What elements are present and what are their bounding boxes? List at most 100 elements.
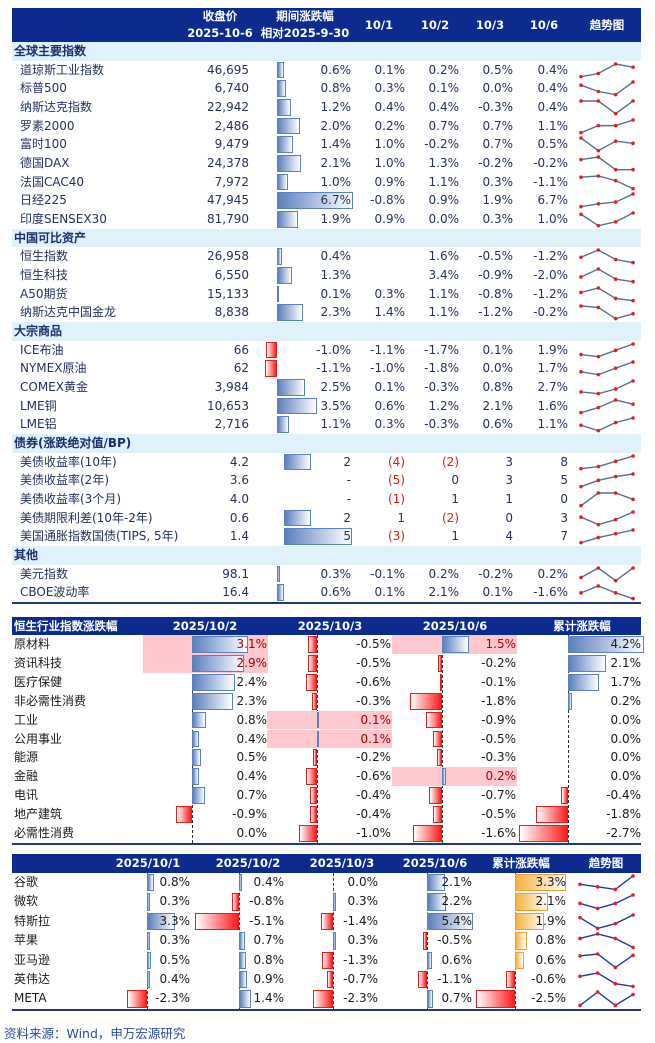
daily-change: -0.1% bbox=[370, 566, 405, 581]
daily-change: 0.6% bbox=[482, 417, 514, 432]
sparkline-point bbox=[613, 902, 618, 906]
sparkline-line bbox=[579, 875, 634, 891]
sparkline-line bbox=[580, 529, 634, 544]
change-bar bbox=[239, 951, 246, 969]
daily-change: 1.2% bbox=[428, 398, 460, 413]
sector-change: -0.2% bbox=[356, 750, 391, 765]
table1-bottom-rule bbox=[12, 602, 641, 604]
daily-change: 3.4% bbox=[428, 268, 460, 283]
daily-change: 1 bbox=[397, 510, 405, 525]
daily-change: 0.1% bbox=[374, 380, 406, 395]
section-title: 中国可比资产 bbox=[14, 230, 87, 245]
sparkline-line bbox=[580, 473, 634, 488]
change-bar bbox=[440, 673, 443, 691]
change-bar bbox=[321, 951, 333, 969]
period-change: 1.0% bbox=[320, 174, 352, 189]
sparkline-point bbox=[579, 157, 583, 162]
sparkline-line bbox=[580, 81, 634, 96]
trend-sparkline bbox=[579, 565, 635, 583]
row-name: 标普500 bbox=[20, 81, 67, 96]
stock-change: 0.8% bbox=[159, 875, 191, 889]
sparkline-point bbox=[631, 453, 635, 458]
sparkline-point bbox=[613, 578, 618, 583]
trend-sparkline bbox=[578, 874, 635, 892]
daily-change: (1) bbox=[388, 492, 405, 507]
stock-change: 1.9% bbox=[535, 913, 567, 928]
change-bar bbox=[192, 787, 205, 805]
daily-change: 1.3% bbox=[428, 156, 460, 171]
row-name: LME铝 bbox=[20, 417, 57, 432]
daily-change: 0.5% bbox=[482, 62, 514, 77]
period-change: 0.6% bbox=[320, 585, 352, 600]
daily-change: 1.6% bbox=[537, 398, 569, 413]
sparkline-point bbox=[579, 99, 583, 103]
change-bar bbox=[519, 825, 568, 842]
change-bar bbox=[239, 990, 252, 1008]
daily-change: 1 bbox=[505, 492, 513, 507]
sparkline-point bbox=[631, 298, 635, 303]
daily-change: 0.3% bbox=[482, 174, 514, 189]
sector-change: 0.0% bbox=[610, 750, 642, 765]
period-change-bar bbox=[277, 304, 303, 322]
sparkline-point bbox=[579, 304, 583, 309]
header-col: 2025/10/3 bbox=[309, 856, 375, 870]
sparkline-point bbox=[613, 591, 618, 596]
trend-sparkline bbox=[579, 211, 635, 228]
section-header bbox=[12, 42, 641, 61]
change-bar bbox=[427, 990, 434, 1008]
sparkline-point bbox=[631, 565, 635, 570]
change-bar bbox=[515, 951, 525, 969]
sector-change: 2.1% bbox=[610, 655, 642, 670]
sector-change: 0.0% bbox=[610, 712, 642, 727]
trend-sparkline bbox=[579, 173, 635, 191]
daily-change: -1.1% bbox=[533, 174, 568, 189]
sparkline-point bbox=[595, 971, 600, 975]
sparkline-point bbox=[579, 591, 583, 596]
close-price: 9,479 bbox=[214, 137, 249, 152]
trend-sparkline bbox=[579, 491, 635, 508]
period-change-bar bbox=[277, 211, 299, 228]
header-d3: 10/3 bbox=[475, 18, 505, 32]
row-name: 恒生科技 bbox=[20, 268, 69, 283]
stock-name: 微软 bbox=[14, 894, 39, 909]
sparkline-point bbox=[613, 887, 618, 892]
change-bar bbox=[147, 932, 150, 950]
daily-change: -1.2% bbox=[478, 305, 513, 320]
period-change: 0.4% bbox=[320, 249, 352, 264]
table2-header bbox=[12, 617, 641, 635]
sparkline-line bbox=[579, 933, 634, 949]
sparkline-point bbox=[631, 360, 635, 365]
header-col: 趋势图 bbox=[588, 856, 624, 870]
row-name: A50期货 bbox=[20, 286, 68, 301]
sparkline-point bbox=[596, 223, 601, 228]
sparkline-point bbox=[595, 906, 600, 911]
sparkline-point bbox=[613, 123, 618, 128]
sector-change: -0.4% bbox=[356, 788, 391, 803]
stock-change: 0.3% bbox=[347, 894, 379, 909]
sparkline-point bbox=[579, 136, 583, 141]
stock-change: -2.5% bbox=[531, 991, 566, 1006]
stock-name: 苹果 bbox=[14, 933, 39, 948]
sparkline-point bbox=[631, 472, 635, 477]
daily-change: (5) bbox=[388, 473, 405, 488]
sector-change: -0.9% bbox=[481, 712, 516, 727]
change-bar bbox=[436, 749, 442, 767]
row-name: ICE布油 bbox=[20, 342, 64, 357]
sparkline-line bbox=[580, 137, 634, 152]
change-bar bbox=[299, 825, 317, 842]
period-change-bar bbox=[277, 80, 287, 97]
daily-change: (4) bbox=[388, 454, 405, 469]
daily-change: -0.2% bbox=[533, 305, 568, 320]
change-bar bbox=[232, 893, 239, 911]
period-change-bar bbox=[277, 565, 281, 583]
sector-change: 3.1% bbox=[236, 637, 268, 651]
daily-change: -0.9% bbox=[478, 268, 513, 283]
sector-change: -1.0% bbox=[356, 826, 391, 840]
change-bar bbox=[427, 893, 446, 911]
daily-change: 1.1% bbox=[537, 118, 569, 133]
change-bar bbox=[308, 636, 317, 653]
sparkline-point bbox=[631, 141, 635, 146]
trend-sparkline bbox=[579, 136, 635, 153]
sector-change: 0.0% bbox=[610, 731, 642, 746]
daily-change: 3 bbox=[505, 454, 513, 469]
